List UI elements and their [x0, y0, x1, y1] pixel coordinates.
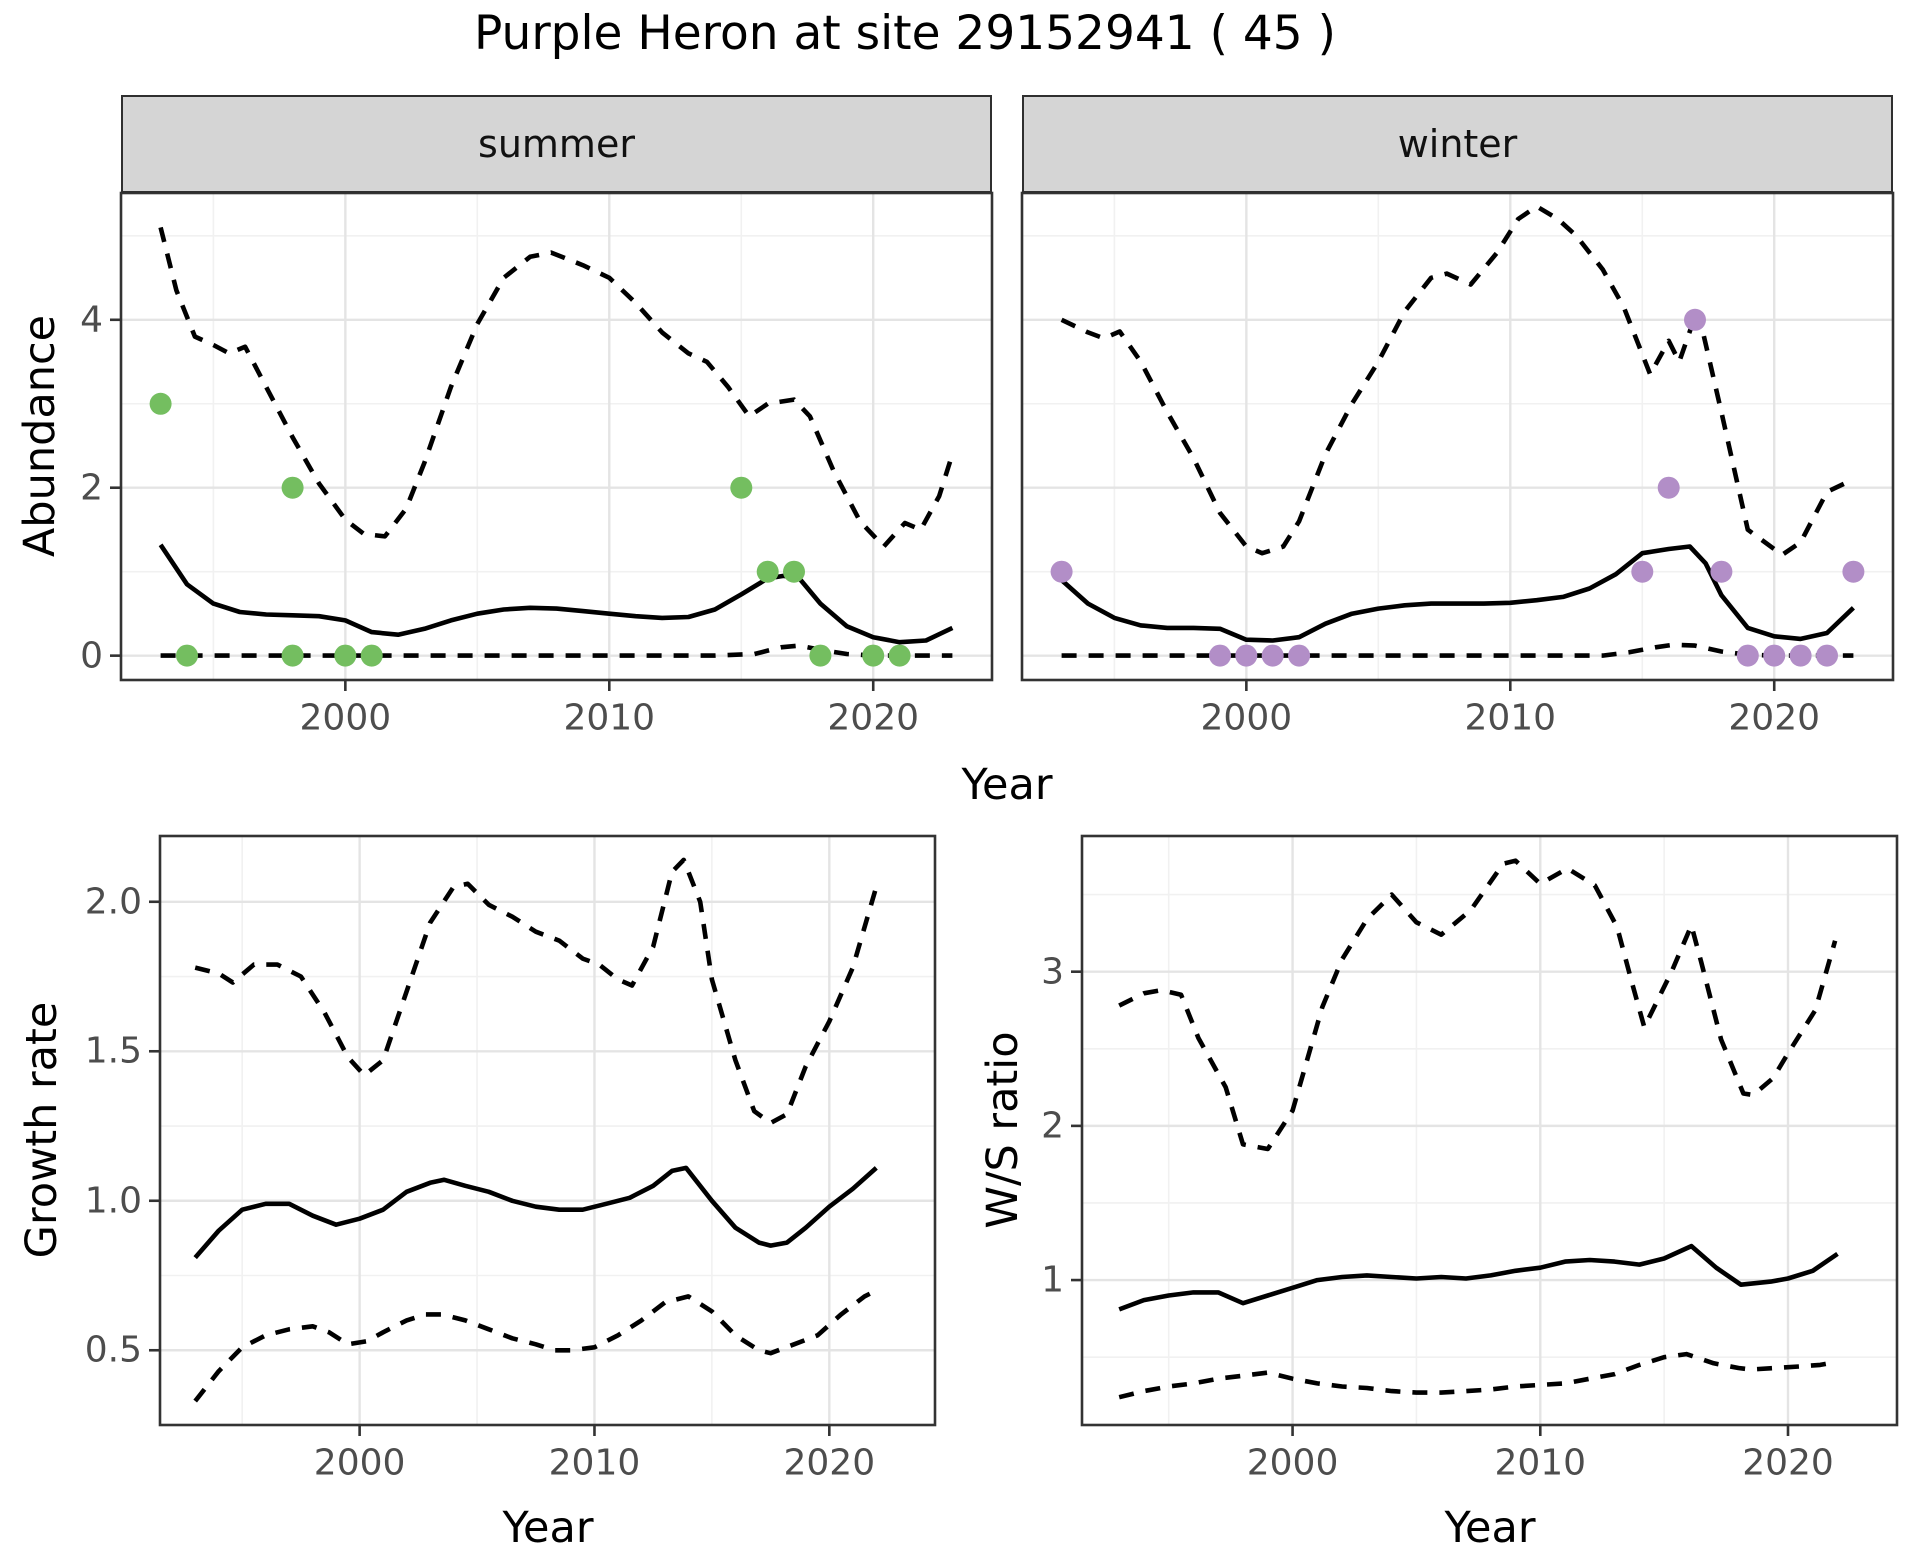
panel-border: [1020, 191, 1895, 682]
facet-strip-winter-label: winter: [1397, 122, 1518, 166]
data-point: [334, 644, 357, 667]
growth-y-tick-label: 2.0: [84, 881, 142, 923]
data-point: [809, 644, 832, 667]
winter-ci_lower-line: [1061, 642, 1854, 658]
winter-ci_upper-line: [1060, 204, 1855, 558]
summer-mean-line: [158, 543, 954, 645]
top-year-axis-title: Year: [961, 760, 1053, 810]
ws-x-tick-label: 2020: [1742, 1442, 1834, 1484]
summer-ci_upper-line: [158, 226, 955, 549]
growth-ci_upper-line: [194, 857, 879, 1126]
data-point: [756, 560, 779, 583]
winter-observation-points: [1050, 308, 1865, 667]
winter-x-tick-label: 2010: [1464, 697, 1557, 739]
data-point: [730, 476, 753, 499]
ws-y-tick-label: 2: [1041, 1105, 1064, 1147]
facet-strip-summer: summer: [121, 95, 992, 193]
data-point: [1209, 644, 1231, 667]
abundance-axis-title: Abundance: [15, 314, 65, 558]
data-point: [1657, 476, 1680, 499]
growth-y-tick-label: 1.5: [84, 1030, 142, 1072]
ws-y-tick-label: 1: [1041, 1259, 1064, 1301]
data-point: [862, 644, 885, 667]
ws-y-tick-label: 3: [1041, 951, 1064, 993]
summer-x-tick-label: 2020: [827, 697, 920, 739]
summer-observation-points: [149, 392, 911, 667]
growth-x-tick-label: 2010: [548, 1442, 641, 1484]
winter-mean-line: [1060, 544, 1855, 643]
ws-mean-line: [1118, 1243, 1839, 1312]
growth-y-tick-label: 1.0: [84, 1180, 142, 1222]
data-point: [1684, 308, 1706, 331]
growth-panel: [149, 834, 937, 1436]
summer-x-tick-label: 2010: [563, 697, 656, 739]
summer-y-tick-label: 0: [80, 635, 103, 677]
summer-panel: [110, 191, 994, 691]
winter-x-tick-label: 2020: [1728, 697, 1821, 739]
growth-rate-axis-title: Growth rate: [17, 1001, 67, 1259]
data-point: [1261, 644, 1284, 667]
data-point: [176, 644, 198, 667]
data-point: [360, 644, 383, 667]
data-point: [281, 644, 304, 667]
data-point: [1631, 560, 1654, 583]
ws-ci_upper-line: [1118, 858, 1838, 1152]
facet-strip-summer-label: summer: [478, 122, 635, 166]
winter-panel: [1020, 191, 1895, 691]
ws-year-axis-title: Year: [1444, 1503, 1536, 1553]
growth-mean-line: [193, 1165, 878, 1260]
growth-x-tick-label: 2000: [313, 1442, 406, 1484]
growth-year-axis-title: Year: [502, 1503, 594, 1553]
data-point: [281, 476, 304, 499]
data-point: [783, 560, 805, 583]
data-point: [1842, 560, 1865, 583]
growth-x-tick-label: 2020: [783, 1442, 876, 1484]
ws-x-tick-label: 2000: [1246, 1442, 1339, 1484]
data-point: [1288, 644, 1311, 667]
data-point: [888, 644, 911, 667]
panel-border: [119, 191, 994, 682]
data-point: [1050, 560, 1073, 583]
panel-border: [1080, 834, 1899, 1427]
winter-x-tick-label: 2000: [1200, 697, 1293, 739]
facet-strip-winter: winter: [1022, 95, 1893, 193]
summer-y-tick-label: 4: [80, 299, 103, 341]
growth-ci_lower-line: [193, 1288, 878, 1403]
ws-x-tick-label: 2010: [1494, 1442, 1587, 1484]
data-point: [1235, 644, 1258, 667]
ws-ci_lower-line: [1118, 1351, 1838, 1400]
data-point: [1789, 644, 1812, 667]
ws-ratio-axis-title: W/S ratio: [978, 1031, 1028, 1229]
data-point: [1710, 560, 1733, 583]
chart-title: Purple Heron at site 29152941 ( 45 ): [474, 6, 1336, 61]
data-point: [1763, 644, 1786, 667]
panel-border: [158, 834, 937, 1427]
data-point: [1736, 644, 1759, 667]
data-point: [1816, 644, 1838, 667]
ws-panel: [1071, 834, 1899, 1436]
growth-y-tick-label: 0.5: [84, 1329, 142, 1371]
summer-x-tick-label: 2000: [299, 697, 392, 739]
summer-y-tick-label: 2: [80, 467, 103, 509]
data-point: [149, 392, 172, 415]
